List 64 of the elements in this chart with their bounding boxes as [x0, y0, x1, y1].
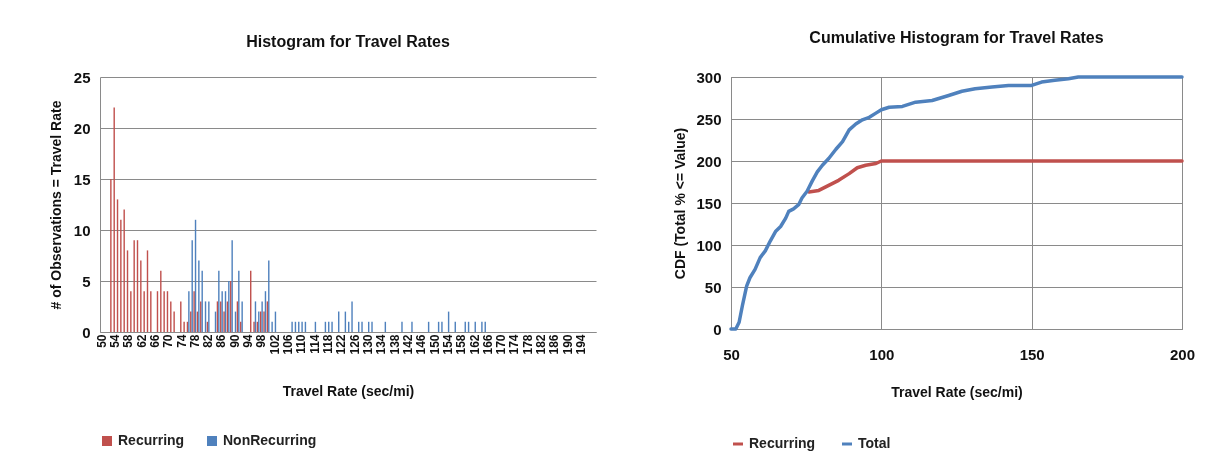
x-tick-label: 94 [241, 334, 256, 348]
x-tick-label: 150 [427, 334, 442, 355]
x-tick-label: 162 [467, 334, 482, 355]
x-tick-label: 194 [574, 334, 589, 355]
y-axis-title: # of Observations = Travel Rate [47, 100, 64, 310]
x-tick-label: 190 [560, 334, 575, 355]
chart-title: Histogram for Travel Rates [246, 33, 450, 50]
x-tick-label: 122 [334, 334, 349, 355]
y-tick-label: 0 [713, 320, 722, 338]
x-tick-label: 154 [440, 334, 455, 355]
x-tick-label: 90 [227, 334, 242, 348]
x-tick-label: 50 [94, 334, 109, 348]
legend-label: Recurring [118, 432, 185, 448]
y-tick-label: 50 [704, 278, 722, 296]
y-tick-label: 100 [696, 236, 722, 254]
legend-label: Total [858, 435, 891, 451]
x-tick-label: 66 [147, 334, 162, 348]
y-tick-label: 10 [73, 221, 91, 239]
x-tick-label: 126 [347, 334, 362, 355]
x-axis-title: Travel Rate (sec/mi) [282, 382, 415, 399]
y-tick-label: 250 [696, 110, 722, 128]
x-tick-label: 200 [1169, 345, 1196, 363]
y-tick-label: 5 [82, 272, 91, 290]
x-tick-label: 150 [1019, 345, 1045, 363]
y-tick-label: 15 [73, 170, 91, 188]
x-tick-label: 182 [534, 334, 549, 355]
x-tick-label: 110 [294, 334, 309, 354]
x-tick-label: 102 [267, 334, 282, 355]
x-tick-label: 82 [201, 334, 216, 348]
legend-label: Recurring [749, 435, 816, 451]
x-tick-label: 106 [281, 334, 296, 355]
x-tick-label: 74 [174, 334, 189, 348]
x-tick-label: 50 [723, 345, 740, 363]
y-tick-label: 25 [73, 68, 91, 86]
y-axis-title: CDF (Total % <= Value) [672, 127, 689, 280]
x-tick-label: 130 [360, 334, 375, 355]
x-tick-label: 146 [414, 334, 429, 355]
x-tick-label: 174 [507, 334, 522, 355]
x-tick-label: 138 [387, 334, 402, 355]
x-tick-label: 166 [480, 334, 495, 355]
x-tick-label: 170 [494, 334, 509, 355]
x-tick-label: 54 [107, 334, 122, 348]
x-tick-label: 158 [454, 334, 469, 355]
y-tick-label: 20 [73, 119, 91, 137]
y-tick-label: 150 [696, 194, 722, 212]
x-tick-label: 78 [187, 334, 202, 348]
x-tick-label: 62 [134, 334, 149, 348]
y-tick-label: 300 [696, 68, 722, 86]
x-tick-label: 58 [121, 334, 136, 348]
x-axis-title: Travel Rate (sec/mi) [891, 383, 1023, 400]
y-tick-label: 200 [696, 152, 722, 170]
x-tick-label: 142 [400, 334, 415, 355]
x-tick-label: 70 [161, 334, 176, 348]
x-tick-label: 118 [321, 334, 336, 354]
x-tick-label: 100 [869, 345, 895, 363]
legend-label: NonRecurring [223, 432, 317, 448]
x-tick-label: 86 [214, 334, 229, 348]
y-tick-label: 0 [82, 323, 91, 341]
x-tick-label: 98 [254, 334, 269, 348]
x-tick-label: 178 [520, 334, 535, 355]
x-tick-label: 114 [307, 334, 322, 354]
x-tick-label: 134 [374, 334, 389, 355]
chart-title: Cumulative Histogram for Travel Rates [809, 29, 1104, 46]
x-tick-label: 186 [547, 334, 562, 355]
